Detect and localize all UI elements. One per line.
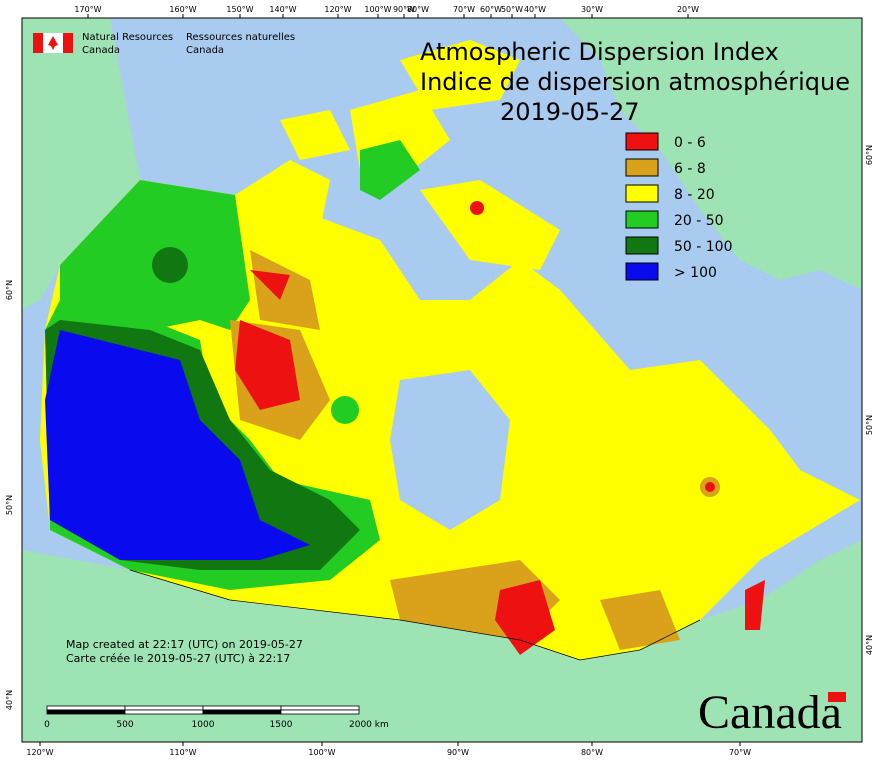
top-tick: 20°W xyxy=(677,5,699,14)
top-tick: 70°W xyxy=(453,5,475,14)
map xyxy=(21,17,863,743)
scale-label: 2000 km xyxy=(349,720,389,730)
border xyxy=(129,569,701,661)
flag-leaf xyxy=(48,36,58,50)
wordmark-flag xyxy=(828,692,846,702)
note: Map created at 22:17 (UTC) on 2019-05-27 xyxy=(66,638,303,651)
left-tick: 40°N xyxy=(5,690,14,710)
arctic xyxy=(22,18,560,60)
scale-segment xyxy=(202,709,282,715)
red-spot xyxy=(705,482,715,492)
scale-segment xyxy=(46,709,126,715)
scale-label: 500 xyxy=(116,720,133,730)
bottom-tick: 70°W xyxy=(729,748,751,757)
scale-segment xyxy=(280,709,360,715)
flag-bar xyxy=(63,33,73,53)
legend-swatch xyxy=(625,236,659,255)
map-frame xyxy=(21,17,863,743)
bottom-tick: 120°W xyxy=(26,748,53,757)
flag-logo xyxy=(33,33,73,53)
org-en: Canada xyxy=(82,45,120,56)
top-tick: 120°W xyxy=(324,5,351,14)
top-tick: 60°W xyxy=(480,5,502,14)
green-islands xyxy=(360,140,420,200)
legend-label: 20 - 50 xyxy=(674,213,724,229)
scale-label: 1500 xyxy=(270,720,293,730)
scale-label: 1000 xyxy=(192,720,215,730)
right-tick: 60°N xyxy=(865,145,874,165)
top-tick: 90°W xyxy=(393,5,415,14)
legend-label: > 100 xyxy=(674,265,717,281)
legend-swatch xyxy=(625,262,659,281)
note: Carte créée le 2019-05-27 (UTC) à 22:17 xyxy=(66,652,290,665)
org-fr: Ressources naturelles xyxy=(186,32,295,43)
dark-green-spot xyxy=(152,247,188,283)
right-tick: 50°N xyxy=(865,415,874,435)
wordmark: Canada xyxy=(698,686,842,739)
legend-label: 6 - 8 xyxy=(674,161,706,177)
org-fr: Canada xyxy=(186,45,224,56)
red-spot xyxy=(470,201,484,215)
org-en: Natural Resources xyxy=(82,32,173,43)
scale-segment xyxy=(280,705,360,711)
usa xyxy=(22,540,862,742)
scale-label: 0 xyxy=(44,720,50,730)
top-tick: 160°W xyxy=(169,5,196,14)
top-tick: 100°W xyxy=(364,5,391,14)
bottom-tick: 110°W xyxy=(169,748,196,757)
scale-segment xyxy=(124,709,204,715)
title-en: Atmospheric Dispersion Index xyxy=(420,38,779,66)
legend-swatch xyxy=(625,158,659,177)
top-tick: 80°W xyxy=(407,5,429,14)
greenland xyxy=(560,18,862,290)
blue-zone xyxy=(45,330,310,560)
bottom-tick: 90°W xyxy=(447,748,469,757)
top-tick: 40°W xyxy=(524,5,546,14)
left-tick: 50°N xyxy=(5,495,14,515)
top-tick: 170°W xyxy=(74,5,101,14)
right-tick: 40°N xyxy=(865,635,874,655)
legend-label: 50 - 100 xyxy=(674,239,733,255)
bottom-tick: 80°W xyxy=(581,748,603,757)
legend-label: 8 - 20 xyxy=(674,187,715,203)
legend-swatch xyxy=(625,210,659,229)
alaska xyxy=(22,18,140,310)
scale-segment xyxy=(202,705,282,711)
north-green xyxy=(60,180,250,330)
date: 2019-05-27 xyxy=(500,98,639,126)
top-tick: 150°W xyxy=(226,5,253,14)
left-tick: 60°N xyxy=(5,280,14,300)
scale-segment xyxy=(124,705,204,711)
legend-label: 0 - 6 xyxy=(674,135,706,151)
top-tick: 50°W xyxy=(501,5,523,14)
scale-segment xyxy=(46,705,126,711)
bottom-tick: 100°W xyxy=(308,748,335,757)
title-fr: Indice de dispersion atmosphérique xyxy=(420,68,850,96)
top-tick: 140°W xyxy=(269,5,296,14)
hudson-bay xyxy=(390,370,510,530)
green-spot xyxy=(331,396,359,424)
legend-swatch xyxy=(625,184,659,203)
flag-bar xyxy=(33,33,43,53)
top-tick: 30°W xyxy=(581,5,603,14)
legend-swatch xyxy=(625,132,659,151)
